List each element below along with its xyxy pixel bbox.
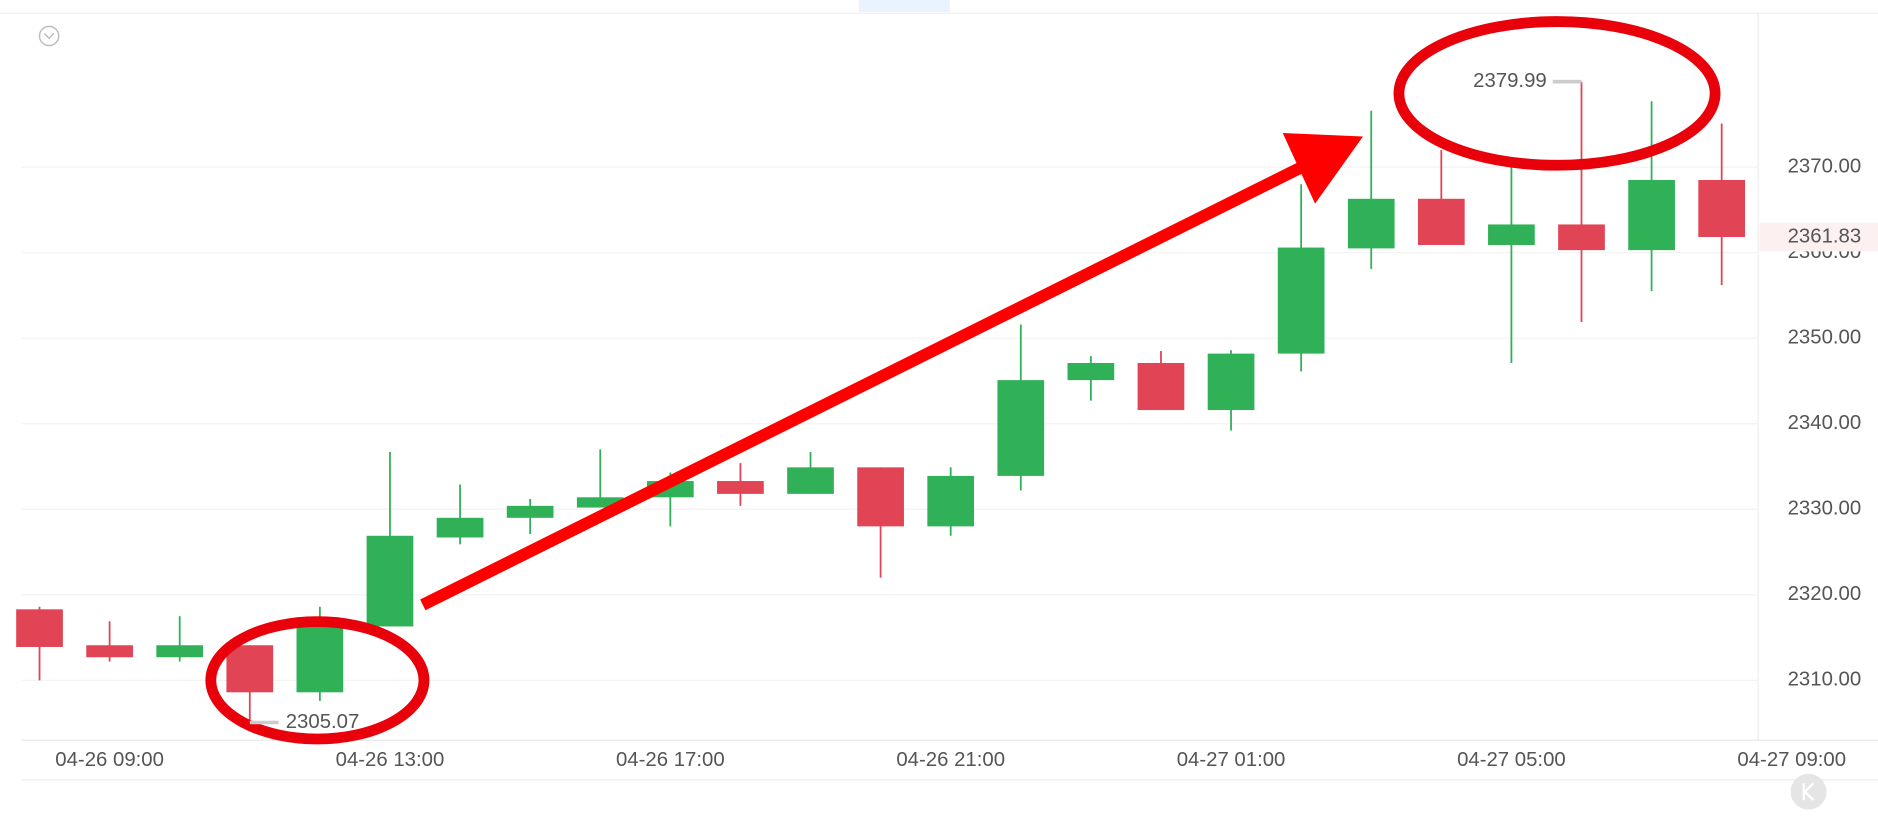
- min-label: 2305.07: [286, 711, 360, 733]
- candle-body: [16, 609, 63, 647]
- candle-body: [296, 626, 344, 693]
- y-tick-label: 2350.00: [1788, 327, 1862, 349]
- candle-body: [86, 645, 133, 658]
- x-tick-label: 04-26 13:00: [336, 749, 445, 771]
- candle-body: [1488, 224, 1535, 245]
- candle-body: [1347, 198, 1395, 249]
- collapse-icon[interactable]: [38, 25, 60, 47]
- scroll-end-button[interactable]: [1790, 773, 1827, 810]
- last-price-box: [1759, 222, 1878, 252]
- y-tick-label: 2370.00: [1788, 156, 1862, 178]
- y-tick-label: 2310.00: [1788, 669, 1862, 691]
- high-circle: [1393, 16, 1721, 171]
- x-tick-label: 04-26 09:00: [55, 749, 164, 771]
- collapse-icon-chevron: [43, 33, 55, 40]
- candle-body: [436, 517, 484, 538]
- trend-arrow-head: [1282, 132, 1363, 204]
- candle-body: [1698, 179, 1746, 238]
- x-tick-label: 04-27 01:00: [1177, 749, 1286, 771]
- tab-indicator: [858, 0, 950, 12]
- candle-body: [1067, 363, 1115, 381]
- trend-arrow: [420, 159, 1309, 611]
- annotations: [205, 16, 1721, 745]
- x-tick-label: 04-26 21:00: [896, 749, 1005, 771]
- y-tick-label: 2320.00: [1788, 583, 1862, 605]
- candle-body: [576, 497, 624, 508]
- x-tick-label: 04-27 09:00: [1737, 749, 1846, 771]
- candle-body: [226, 645, 274, 693]
- candle-body: [997, 380, 1045, 476]
- candle-body: [1277, 247, 1325, 354]
- candle-body: [1558, 224, 1605, 251]
- y-tick-label: 2330.00: [1788, 498, 1862, 520]
- scroll-end-icon: [1802, 782, 1815, 801]
- candle-body: [1628, 179, 1675, 251]
- candles: [16, 81, 1746, 723]
- y-tick-label: 2340.00: [1788, 412, 1862, 434]
- candle-body: [366, 535, 414, 627]
- candle-body: [1137, 363, 1185, 411]
- x-tick-label: 04-27 05:00: [1457, 749, 1566, 771]
- candle-body: [506, 505, 554, 518]
- candle-body: [857, 467, 904, 527]
- candle-body: [717, 481, 764, 494]
- candle-body: [1207, 353, 1255, 411]
- candle-body: [787, 467, 834, 494]
- candle-body: [1417, 198, 1465, 245]
- x-tick-label: 04-26 17:00: [616, 749, 725, 771]
- candle-body: [156, 645, 204, 658]
- last-price-label: 2361.83: [1788, 225, 1862, 247]
- max-label: 2379.99: [1473, 70, 1547, 92]
- candle-body: [927, 475, 975, 527]
- low-circle: [205, 616, 430, 745]
- labels: 2310.002320.002330.002340.002350.002360.…: [55, 70, 1878, 771]
